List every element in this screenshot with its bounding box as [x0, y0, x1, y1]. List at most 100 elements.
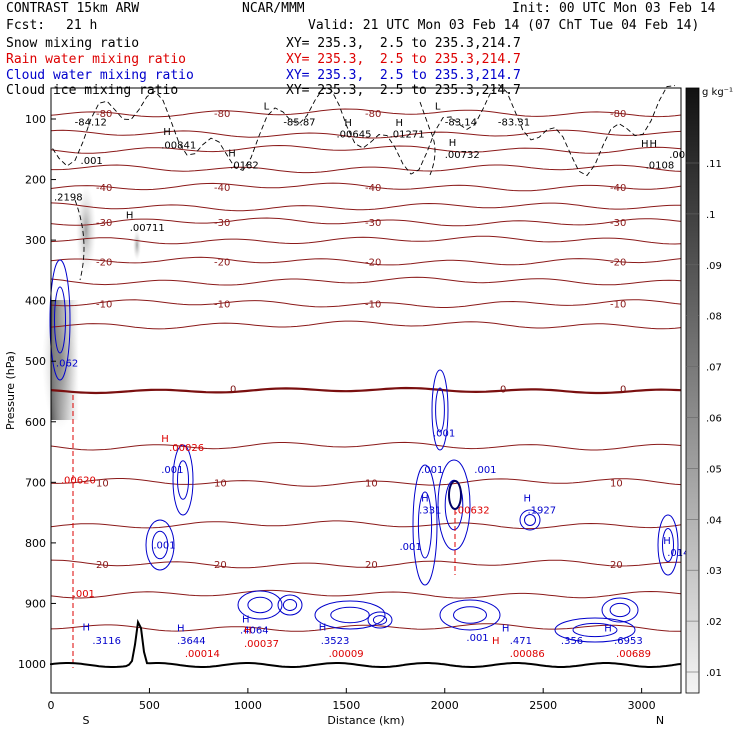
y-tick-label: 600 — [25, 416, 46, 429]
temperature-contour — [50, 559, 681, 569]
cloud-water-contour — [439, 599, 501, 631]
annotation-label: .0108 — [646, 160, 675, 171]
colorbar-label: .09 — [706, 261, 722, 272]
legend-xy: XY= 235.3, 2.5 to 235.3,214.7 — [286, 83, 521, 98]
annotation-label: .4064 — [240, 625, 269, 636]
annotation-label: H — [242, 615, 250, 626]
cloud-water-core — [448, 480, 462, 510]
temperature-contour — [50, 144, 682, 154]
annotation-label: H — [650, 139, 658, 150]
legend-xy: XY= 235.3, 2.5 to 235.3,214.7 — [286, 36, 521, 51]
north-label: N — [656, 714, 664, 727]
cloud-water-contour — [282, 599, 298, 611]
colorbar-label: .03 — [706, 566, 722, 577]
contour-label: -20 — [96, 257, 112, 268]
cloud-water-contour — [372, 615, 388, 625]
south-label: S — [83, 714, 90, 727]
y-tick-label: 400 — [25, 295, 46, 308]
colorbar-label: .08 — [706, 312, 722, 323]
x-tick-label: 1500 — [332, 699, 360, 712]
annotation-label: .471 — [510, 636, 532, 647]
cloud-water-contour — [172, 444, 194, 516]
annotation-label: .001 — [474, 465, 496, 476]
annotation-label: .001 — [73, 589, 95, 600]
contour-label: 20 — [96, 560, 109, 571]
contour-label: -40 — [610, 183, 626, 194]
contour-label: -30 — [365, 218, 381, 229]
annotation-label: H — [344, 118, 352, 129]
annotation-label: .001 — [421, 465, 443, 476]
fcst-label: Fcst: — [6, 18, 46, 33]
annotation-label: H — [492, 636, 500, 647]
cloud-water-contour — [554, 617, 636, 643]
annotation-label: .6953 — [614, 636, 643, 647]
cloud-water-contour — [657, 514, 679, 576]
annotation-label: .014 — [667, 548, 689, 559]
annotation-label: -85.87 — [283, 117, 315, 128]
annotation-label: .356 — [561, 636, 583, 647]
colorbar-unit: g kg⁻¹ — [702, 87, 733, 98]
temperature-contour — [50, 320, 682, 330]
x-tick-label: 2500 — [529, 699, 557, 712]
cloud-water-contour — [49, 259, 71, 381]
annotation-label: H — [161, 434, 169, 445]
annotation-label: .00632 — [455, 506, 490, 517]
contour-label: -20 — [365, 257, 381, 268]
cloud-water-contour — [431, 369, 449, 451]
y-tick-label: 1000 — [18, 658, 46, 671]
x-tick-label: 1000 — [234, 699, 262, 712]
annotation-label: .00645 — [336, 130, 371, 141]
contour-label: -80 — [365, 109, 381, 120]
colorbar-label: .02 — [706, 617, 722, 628]
y-tick-label: 500 — [25, 355, 46, 368]
contour-label: -30 — [214, 218, 230, 229]
annotation-label: H — [502, 624, 510, 635]
annotation-label: .00620 — [61, 475, 96, 486]
cloud-water-contour — [437, 459, 471, 551]
center-title: NCAR/MMM — [242, 1, 305, 16]
cloud-water-contour — [435, 387, 445, 433]
annotation-label: .00026 — [169, 443, 204, 454]
annotation-label: H — [177, 624, 185, 635]
annotation-label: .00009 — [329, 649, 364, 660]
y-tick-label: 200 — [25, 174, 46, 187]
y-axis-label: Pressure (hPa) — [4, 351, 17, 430]
terrain-line — [50, 618, 682, 668]
annotation-label: -83.14 — [445, 117, 477, 128]
annotation-label: .00037 — [244, 639, 279, 650]
annotation-label: .001 — [466, 633, 488, 644]
temperature-contour — [50, 129, 682, 139]
cloud-water-contour — [151, 530, 169, 560]
legend-entry: Rain water mixing ratio — [6, 52, 187, 67]
contour-label: -20 — [610, 257, 626, 268]
colorbar-label: .04 — [706, 515, 722, 526]
cloud-water-contour — [572, 622, 618, 638]
annotation-label: .00732 — [445, 150, 480, 161]
colorbar: .11 .1 .09 .08 .07 .06 .05 .04 .03 .02 .01 g kg⁻¹ — [685, 87, 733, 694]
legend-xy: XY= 235.3, 2.5 to 235.3,214.7 — [286, 52, 521, 67]
annotation-label: H — [228, 148, 236, 159]
annotation-label: H — [604, 624, 612, 635]
temperature-contours: -80 -80 -80 -80 -40 -40 -40 -40 -30 -30 -30 -30 -20 -… — [50, 108, 682, 632]
contour-label: 10 — [96, 478, 109, 489]
annotation-label: H — [663, 536, 671, 547]
annotation-label: .01271 — [390, 130, 425, 141]
cloud-water-contour — [601, 597, 639, 623]
colorbar-label: .01 — [706, 668, 722, 679]
contour-label: 20 — [610, 560, 623, 571]
temperature-contour — [50, 299, 682, 308]
temperature-contour — [50, 217, 682, 227]
annotation-label: .0025 — [669, 150, 698, 161]
freezing-level-line — [50, 386, 682, 395]
annotation-label: .0182 — [230, 160, 259, 171]
contour-label: -80 — [610, 109, 626, 120]
y-tick-label: 100 — [25, 113, 46, 126]
plot-frame — [50, 87, 682, 694]
temperature-contour — [50, 589, 682, 599]
cloud-water-contour — [177, 460, 189, 500]
snow-contour — [74, 199, 85, 281]
annotation-label: H — [126, 211, 134, 222]
temperature-contour — [51, 164, 682, 174]
annotation-label: .3116 — [92, 636, 121, 647]
annotation-label: H — [641, 139, 649, 150]
